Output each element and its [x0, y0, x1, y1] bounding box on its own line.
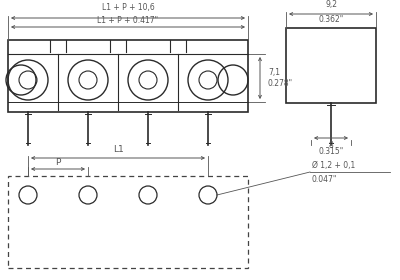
- Text: 0.315": 0.315": [318, 147, 344, 156]
- Text: Ø 1,2 + 0,1: Ø 1,2 + 0,1: [312, 161, 355, 170]
- Text: 9,2: 9,2: [325, 0, 337, 9]
- Text: 0.047": 0.047": [312, 175, 337, 184]
- Bar: [286, 28, 376, 103]
- Bar: [8, 40, 248, 112]
- Bar: [8, 176, 248, 268]
- Text: 8: 8: [329, 141, 333, 150]
- Text: P: P: [55, 158, 61, 167]
- Text: L1 + P + 10,6: L1 + P + 10,6: [102, 3, 154, 12]
- Text: L1 + P + 0.417": L1 + P + 0.417": [98, 16, 158, 25]
- Text: L1: L1: [113, 145, 123, 154]
- Text: 7,1: 7,1: [268, 69, 280, 78]
- Text: 0.362": 0.362": [318, 15, 344, 24]
- Text: 0.278": 0.278": [268, 78, 293, 87]
